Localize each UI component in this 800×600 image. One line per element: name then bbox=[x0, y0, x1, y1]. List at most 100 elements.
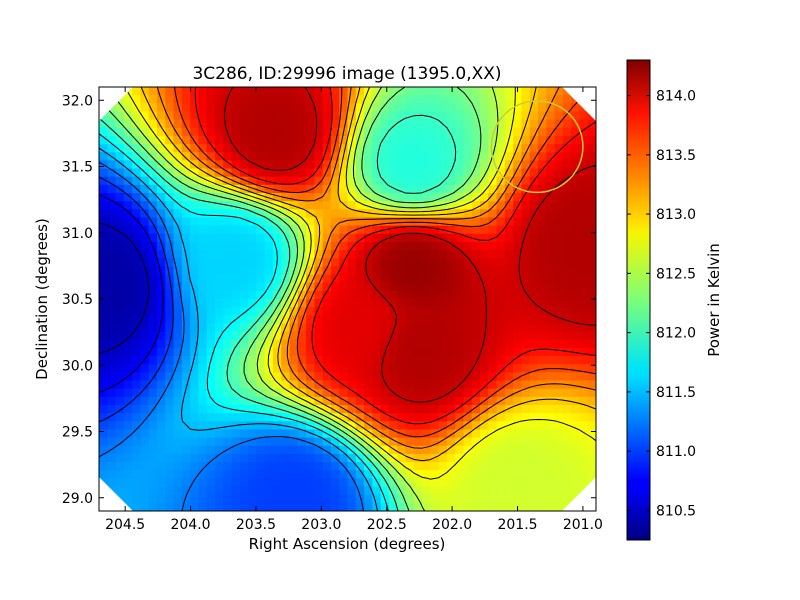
heatmap-cell bbox=[314, 87, 324, 96]
heatmap-cell bbox=[156, 266, 166, 276]
heatmap-cell bbox=[148, 315, 158, 325]
heatmap-cell bbox=[529, 307, 539, 316]
heatmap-cell bbox=[562, 266, 572, 276]
heatmap-cell bbox=[397, 486, 407, 496]
heatmap-cell bbox=[529, 388, 539, 398]
heatmap-cell bbox=[256, 486, 266, 496]
heatmap-cell bbox=[132, 413, 142, 422]
heatmap-cell bbox=[488, 95, 498, 104]
heatmap-cell bbox=[123, 486, 133, 496]
heatmap-cell bbox=[571, 453, 581, 463]
heatmap-cell bbox=[281, 282, 291, 292]
heatmap-cell bbox=[123, 103, 133, 113]
heatmap-cell bbox=[330, 168, 340, 178]
heatmap-cell bbox=[206, 209, 216, 219]
heatmap-cell bbox=[264, 95, 274, 104]
heatmap-cell bbox=[347, 380, 357, 390]
heatmap-cell bbox=[471, 217, 481, 227]
heatmap-cell bbox=[223, 209, 233, 219]
heatmap-cell bbox=[413, 339, 423, 349]
heatmap-cell bbox=[571, 437, 581, 447]
heatmap-cell bbox=[422, 258, 431, 267]
heatmap-cell bbox=[297, 282, 307, 292]
heatmap-cell bbox=[488, 429, 498, 439]
heatmap-cell bbox=[173, 127, 183, 137]
heatmap-cell bbox=[446, 160, 456, 170]
heatmap-cell bbox=[405, 307, 415, 316]
heatmap-cell bbox=[248, 274, 257, 284]
heatmap-cell bbox=[115, 307, 125, 316]
heatmap-cell bbox=[380, 437, 390, 447]
heatmap-cell bbox=[480, 233, 489, 243]
heatmap-cell bbox=[289, 225, 299, 235]
heatmap-cell bbox=[529, 413, 539, 422]
heatmap-cell bbox=[330, 217, 340, 227]
heatmap-cell bbox=[248, 347, 257, 357]
heatmap-cell bbox=[571, 201, 581, 210]
heatmap-cell bbox=[181, 217, 191, 227]
heatmap-cell bbox=[314, 144, 324, 153]
heatmap-cell bbox=[165, 502, 175, 511]
heatmap-cell bbox=[306, 462, 315, 471]
heatmap-cell bbox=[264, 356, 274, 365]
heatmap-cell bbox=[165, 168, 175, 178]
heatmap-cell bbox=[272, 315, 282, 325]
heatmap-cell bbox=[181, 429, 191, 439]
heatmap-cell bbox=[206, 127, 216, 137]
heatmap-cell bbox=[132, 388, 142, 398]
heatmap-cell bbox=[438, 184, 448, 194]
heatmap-cell bbox=[488, 176, 498, 186]
heatmap-cell bbox=[181, 258, 191, 267]
heatmap-cell bbox=[521, 470, 531, 479]
heatmap-cell bbox=[239, 95, 249, 104]
heatmap-cell bbox=[405, 241, 415, 251]
heatmap-cell bbox=[115, 413, 125, 422]
heatmap-cell bbox=[156, 405, 166, 414]
heatmap-cell bbox=[322, 193, 332, 202]
heatmap-cell bbox=[430, 462, 440, 471]
heatmap-cell bbox=[281, 486, 291, 496]
heatmap-cell bbox=[314, 372, 324, 382]
heatmap-cell bbox=[430, 152, 440, 161]
heatmap-cell bbox=[380, 217, 390, 227]
heatmap-cell bbox=[314, 502, 324, 511]
heatmap-cell bbox=[587, 421, 596, 431]
heatmap-cell bbox=[347, 152, 357, 161]
heatmap-cell bbox=[538, 258, 547, 267]
heatmap-cell bbox=[364, 502, 373, 511]
heatmap-cell bbox=[504, 445, 514, 455]
heatmap-cell bbox=[430, 364, 440, 373]
heatmap-cell bbox=[239, 372, 249, 382]
heatmap-cell bbox=[272, 405, 282, 414]
heatmap-cell bbox=[446, 315, 456, 325]
heatmap-cell bbox=[364, 152, 373, 161]
heatmap-cell bbox=[132, 421, 142, 431]
heatmap-cell bbox=[314, 364, 324, 373]
heatmap-cell bbox=[322, 160, 332, 170]
heatmap-cell bbox=[496, 405, 506, 414]
heatmap-cell bbox=[413, 266, 423, 276]
heatmap-cell bbox=[463, 470, 473, 479]
heatmap-cell bbox=[347, 241, 357, 251]
heatmap-cell bbox=[571, 258, 581, 267]
heatmap-cell bbox=[173, 429, 183, 439]
heatmap-cell bbox=[438, 95, 448, 104]
heatmap-cell bbox=[107, 193, 117, 202]
heatmap-cell bbox=[148, 470, 158, 479]
heatmap-cell bbox=[173, 201, 183, 210]
heatmap-cell bbox=[123, 258, 133, 267]
heatmap-cell bbox=[223, 437, 233, 447]
heatmap-cell bbox=[546, 135, 556, 145]
heatmap-cell bbox=[413, 299, 423, 308]
heatmap-cell bbox=[347, 233, 357, 243]
contour-line bbox=[99, 176, 174, 423]
heatmap-cell bbox=[364, 478, 373, 488]
heatmap-cell bbox=[314, 111, 324, 121]
heatmap-cell bbox=[562, 103, 572, 113]
heatmap-cell bbox=[364, 184, 373, 194]
heatmap-cell bbox=[496, 127, 506, 137]
heatmap-cell bbox=[231, 494, 241, 504]
heatmap-cell bbox=[422, 315, 431, 325]
heatmap-cell bbox=[123, 339, 133, 349]
heatmap-cell bbox=[546, 380, 556, 390]
